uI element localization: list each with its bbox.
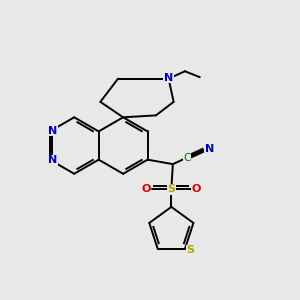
Text: O: O — [141, 184, 151, 194]
Text: S: S — [186, 245, 194, 255]
Text: C: C — [183, 153, 190, 163]
Text: N: N — [48, 126, 57, 136]
Text: N: N — [164, 73, 173, 83]
Text: O: O — [192, 184, 201, 194]
Text: S: S — [167, 184, 175, 194]
Text: N: N — [205, 144, 214, 154]
Text: N: N — [48, 155, 57, 165]
